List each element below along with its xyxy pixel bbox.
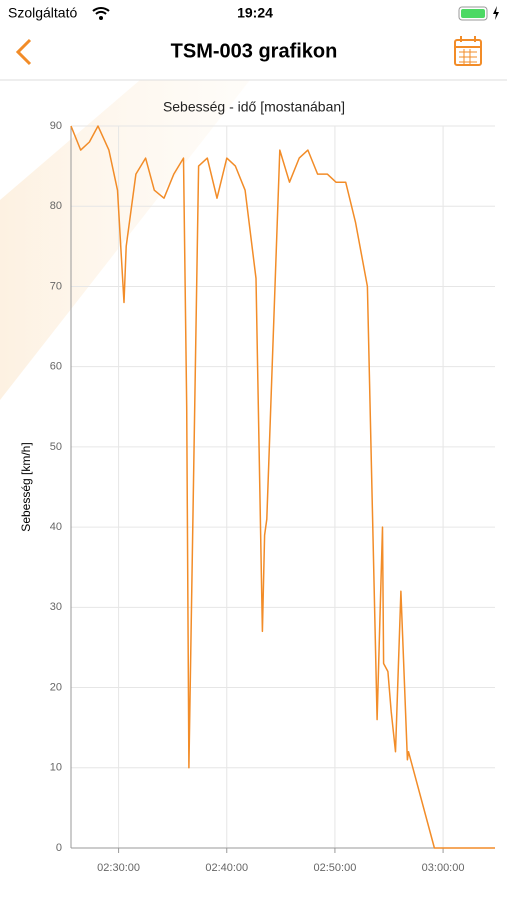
y-axis-label: Sebesség [km/h] — [19, 442, 33, 531]
y-tick-label: 0 — [56, 842, 62, 854]
chart-title: Sebesség - idő [mostanában] — [163, 99, 345, 115]
y-tick-label: 40 — [50, 521, 62, 533]
y-tick-label: 70 — [50, 280, 62, 292]
y-tick-label: 20 — [50, 681, 62, 693]
battery-icon — [458, 6, 499, 21]
y-tick-label: 60 — [50, 361, 62, 373]
y-tick-label: 50 — [50, 441, 62, 453]
speed-line — [70, 125, 495, 849]
background-glow — [0, 80, 250, 400]
y-tick-label: 30 — [50, 601, 62, 613]
calendar-button[interactable] — [454, 36, 482, 66]
wifi-dot — [99, 16, 103, 20]
y-tick-label: 80 — [50, 200, 62, 212]
y-tick-label: 90 — [50, 120, 62, 132]
y-tick-label: 10 — [50, 762, 62, 774]
x-tick-label: 03:00:00 — [422, 862, 465, 874]
nav-title: TSM-003 grafikon — [171, 40, 338, 62]
back-button[interactable] — [15, 38, 32, 66]
wifi-icon — [92, 7, 110, 15]
x-tick-label: 02:50:00 — [314, 862, 357, 874]
carrier: Szolgáltató — [8, 5, 77, 21]
plot: 0 10 20 30 40 50 60 70 80 90 02:30:00 02:40:00 02:50… — [50, 120, 495, 874]
clock: 19:24 — [237, 5, 273, 21]
x-tick-label: 02:40:00 — [205, 862, 248, 874]
x-tick-label: 02:30:00 — [97, 862, 140, 874]
